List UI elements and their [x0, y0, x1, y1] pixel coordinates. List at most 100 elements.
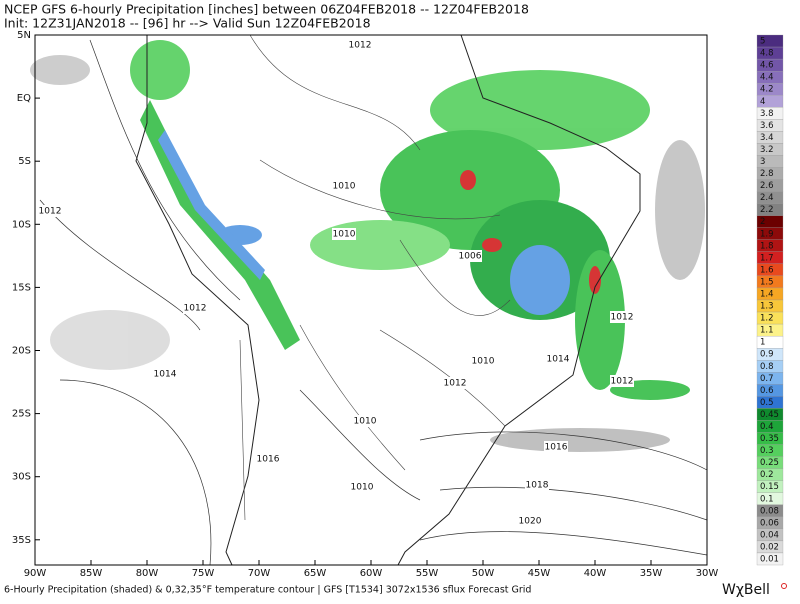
colorbar-label: 1.5	[760, 277, 774, 287]
colorbar-label: 0.1	[760, 494, 774, 504]
colorbar-label: 0.15	[760, 482, 779, 492]
isobar-label: 1006	[459, 252, 482, 262]
isobar-label-bg	[518, 515, 542, 527]
colorbar-label: 1.8	[760, 241, 774, 251]
colorbar-label: 1.7	[760, 253, 774, 263]
isobar-label-bg	[332, 228, 356, 240]
lat-label: EQ	[17, 93, 31, 104]
colorbar-label: 0.45	[760, 410, 779, 420]
lon-label: 35W	[640, 568, 663, 579]
isobar-label-bg	[546, 353, 570, 365]
colorbar-label: 4	[760, 97, 765, 107]
isobar-label: 1018	[526, 481, 549, 491]
colorbar-label: 0.08	[760, 506, 779, 516]
isobar-label-bg	[458, 250, 482, 262]
colorbar-label: 4.6	[760, 61, 774, 71]
lat-label: 20S	[12, 346, 31, 357]
lat-label: 35S	[12, 535, 31, 546]
logo-dot	[781, 583, 787, 589]
lon-label: 45W	[528, 568, 551, 579]
precip	[482, 238, 502, 252]
isobar-label: 1016	[545, 443, 568, 453]
precip	[50, 310, 170, 370]
colorbar-label: 2.4	[760, 193, 774, 203]
isobar-label: 1012	[611, 313, 634, 323]
colorbar-label: 4.4	[760, 73, 774, 83]
precip	[158, 130, 265, 280]
colorbar-label: 0.35	[760, 434, 779, 444]
colorbar-label: 2.8	[760, 169, 774, 179]
colorbar-label: 3.6	[760, 121, 774, 131]
isobar-label: 1010	[333, 182, 356, 192]
lat-label: 30S	[12, 472, 31, 483]
isobar-label-bg	[610, 375, 634, 387]
isobar-label-bg	[610, 311, 634, 323]
precip	[310, 220, 450, 270]
isobar-label-bg	[350, 481, 374, 493]
colorbar-label: 4.8	[760, 49, 774, 59]
precip	[460, 170, 476, 190]
isobar-label-bg	[38, 205, 62, 217]
isobar-label-bg	[525, 479, 549, 491]
lat-label: 10S	[12, 219, 31, 230]
precip	[575, 250, 625, 390]
lon-label: 75W	[192, 568, 215, 579]
isobar-label-bg	[348, 39, 372, 51]
precip	[430, 70, 650, 150]
colorbar-label: 1	[760, 338, 765, 348]
isobar-label-bg	[183, 302, 207, 314]
isobar-label: 1016	[257, 455, 280, 465]
colorbar-label: 1.4	[760, 289, 774, 299]
precip	[490, 428, 670, 452]
isobar-label-bg	[544, 441, 568, 453]
isobar-label: 1012	[611, 377, 634, 387]
colorbar-label: 0.8	[760, 362, 774, 372]
precip	[130, 40, 190, 100]
isobar-label-bg	[332, 180, 356, 192]
colorbar-label: 1.6	[760, 265, 774, 275]
lat-label: 5S	[18, 156, 31, 167]
lon-label: 70W	[248, 568, 271, 579]
colorbar-label: 1.1	[760, 326, 774, 336]
isobar-label: 1012	[184, 304, 207, 314]
isobar-label-bg	[256, 453, 280, 465]
isobar-label: 1010	[333, 230, 356, 240]
precip	[510, 245, 570, 315]
colorbar-label: 0.06	[760, 518, 779, 528]
isobar-label: 1010	[354, 417, 377, 427]
lat-label: 5N	[17, 30, 31, 41]
colorbar-label: 2.6	[760, 181, 774, 191]
lon-label: 80W	[136, 568, 159, 579]
header-line: Init: 12Z31JAN2018 -- [96] hr --> Valid …	[4, 16, 371, 31]
colorbar-label: 0.3	[760, 446, 774, 456]
isobar-label: 1012	[444, 379, 467, 389]
borders	[239, 34, 511, 521]
colorbar-label: 0.2	[760, 470, 774, 480]
colorbar-label: 1.9	[760, 229, 774, 239]
isobar-label-bg	[353, 415, 377, 427]
colorbar-label: 0.5	[760, 398, 774, 408]
colorbar-label: 0.04	[760, 530, 779, 540]
lon-label: 50W	[472, 568, 495, 579]
isobar	[39, 39, 708, 566]
precip-shading	[30, 40, 705, 452]
isobar-label: 1010	[472, 357, 495, 367]
colorbar-label: 0.25	[760, 458, 779, 468]
lon-label: 60W	[360, 568, 383, 579]
colorbar-label: 0.9	[760, 350, 774, 360]
isobar-label: 1012	[349, 41, 372, 51]
logo: WχBell	[722, 582, 770, 598]
isobar-label-bg	[471, 355, 495, 367]
lon-label: 40W	[584, 568, 607, 579]
colorbar-label: 0.7	[760, 374, 774, 384]
isobar-label-bg	[443, 377, 467, 389]
lon-label: 30W	[696, 568, 719, 579]
isobar-label-bg	[153, 368, 177, 380]
isobar-label: 1012	[39, 207, 62, 217]
colorbar-label: 4.2	[760, 85, 774, 95]
colorbar-label: 3.4	[760, 133, 774, 143]
colorbar-cell	[756, 552, 784, 566]
colorbar-label: 0.02	[760, 542, 779, 552]
colorbar-label: 3.8	[760, 109, 774, 119]
